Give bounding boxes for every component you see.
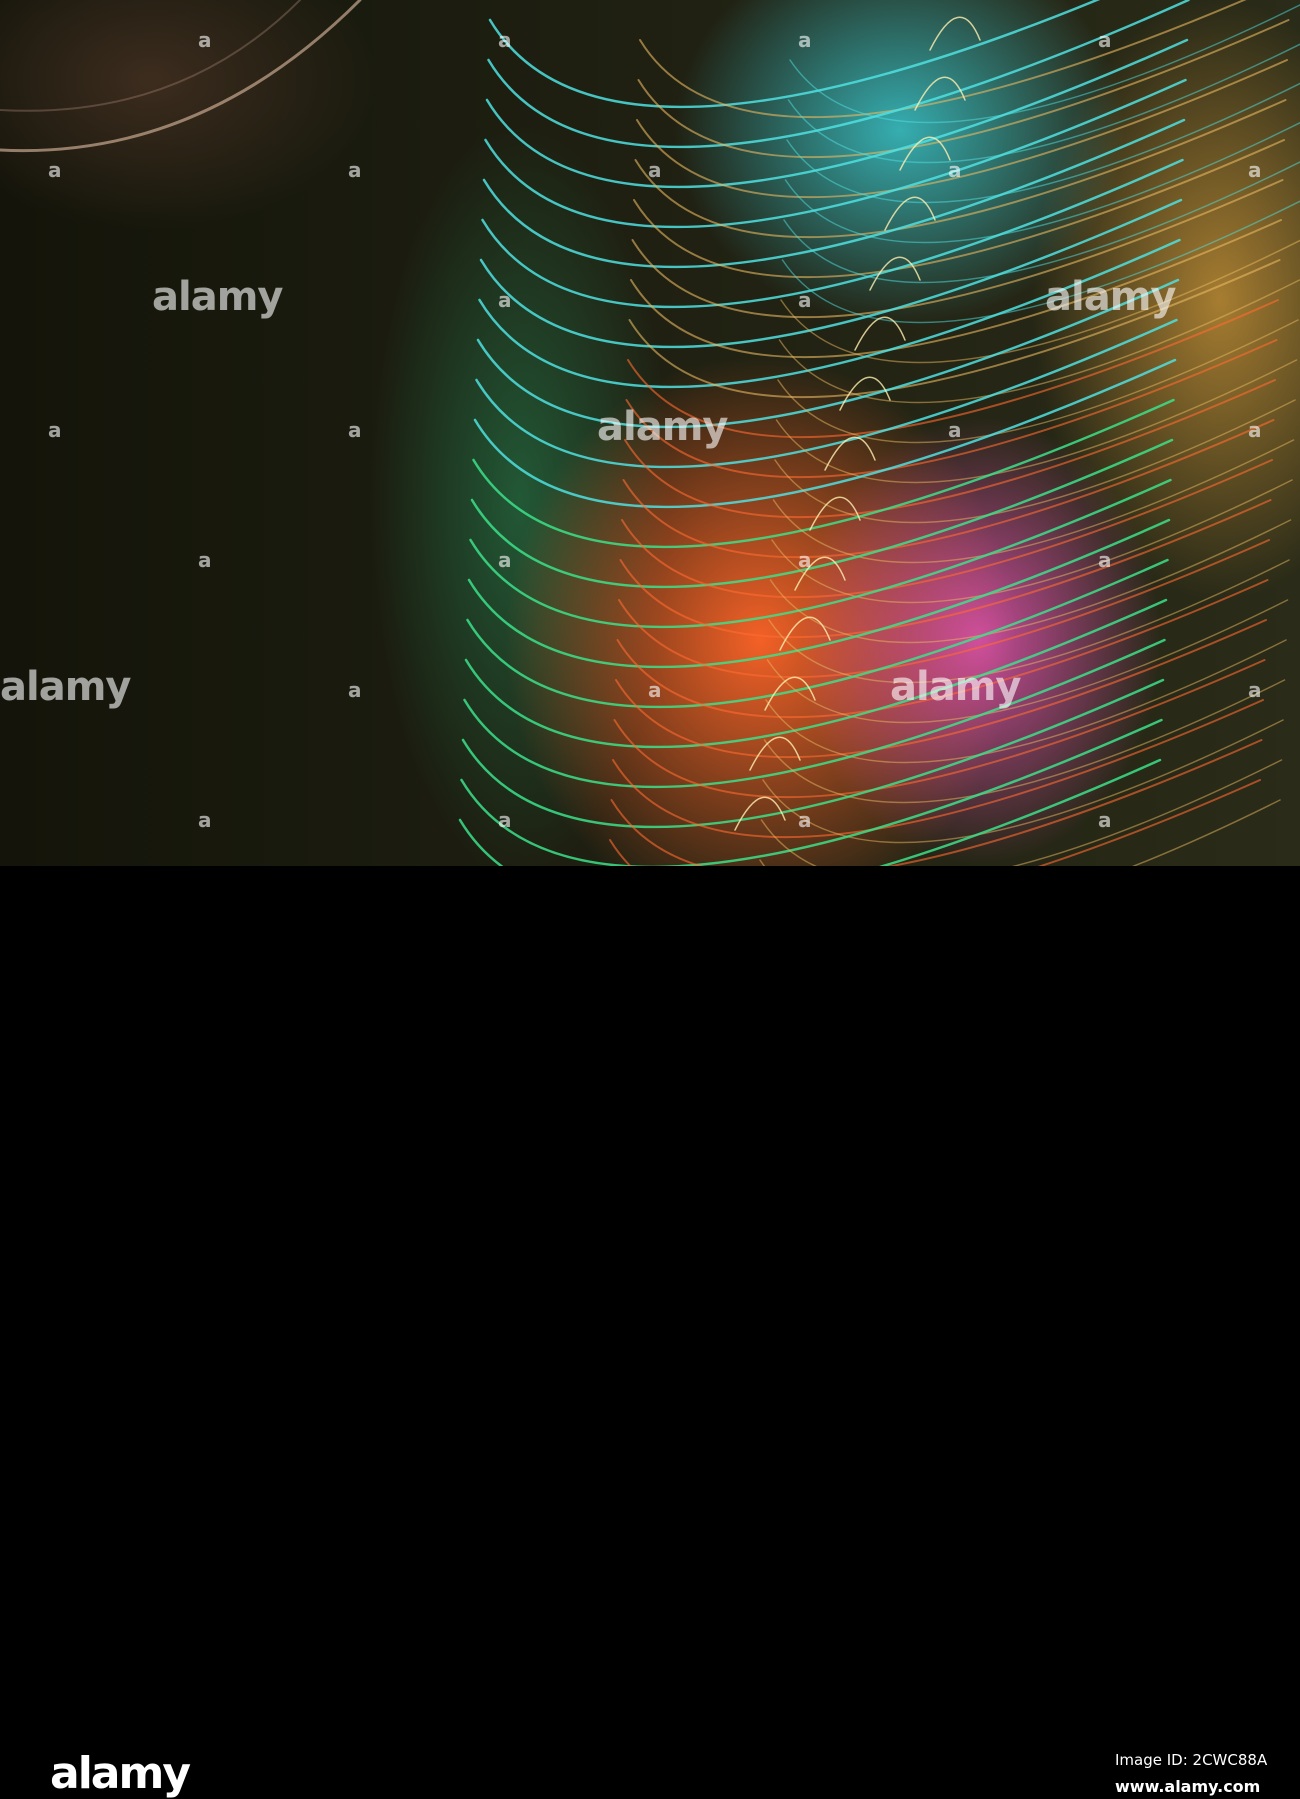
swirl-trail (0, 0, 300, 111)
watermark-mark: a (948, 158, 962, 182)
watermark-mark: a (648, 678, 662, 702)
watermark-mark: a (48, 418, 62, 442)
light-trail-arc (789, 40, 1300, 163)
watermark-mark: a (498, 808, 512, 832)
hook-trail (930, 17, 980, 50)
light-trails-photo: a a a a a a a a a a a a a a a a a a a a a a a a a a alamy alamy alam… (0, 0, 1300, 866)
watermark-mark: a (798, 808, 812, 832)
light-trail-arc (762, 760, 1282, 866)
website-url: www.alamy.com (1115, 1777, 1260, 1796)
image-id: Image ID: 2CWC88A (1115, 1751, 1267, 1769)
watermark-mark: a (198, 808, 212, 832)
watermark-mark: a (198, 28, 212, 52)
hook-trail (765, 677, 815, 710)
light-trail-arc (786, 120, 1300, 243)
watermark-mark: a (1248, 158, 1262, 182)
watermark-logo: alamy (1045, 274, 1175, 320)
watermark-mark: a (1098, 28, 1112, 52)
footer-bar: alamy Image ID: 2CWC88A www.alamy.com (0, 866, 1300, 956)
watermark-logo: alamy (597, 404, 727, 450)
watermark-logo: alamy (0, 664, 130, 710)
light-trail-arc (787, 80, 1300, 203)
watermark-mark: a (948, 418, 962, 442)
watermark-logo: alamy (152, 274, 282, 320)
watermark-mark: a (1248, 418, 1262, 442)
watermark-mark: a (1248, 678, 1262, 702)
watermark-mark: a (498, 28, 512, 52)
watermark-mark: a (798, 548, 812, 572)
watermark-mark: a (648, 158, 662, 182)
watermark-mark: a (498, 288, 512, 312)
light-trail-arc (490, 0, 1190, 107)
alamy-logo: alamy (50, 1748, 189, 1799)
watermark-mark: a (348, 418, 362, 442)
watermark-mark: a (348, 678, 362, 702)
watermark-mark: a (798, 288, 812, 312)
watermark-logo: alamy (890, 664, 1020, 710)
watermark-mark: a (798, 28, 812, 52)
watermark-mark: a (48, 158, 62, 182)
watermark-mark: a (1098, 808, 1112, 832)
watermark-mark: a (1098, 548, 1112, 572)
watermark-mark: a (348, 158, 362, 182)
watermark-mark: a (498, 548, 512, 572)
light-trail-arc (612, 740, 1262, 866)
watermark-mark: a (198, 548, 212, 572)
hook-trail (825, 437, 875, 470)
swirl-trail (0, 0, 360, 151)
